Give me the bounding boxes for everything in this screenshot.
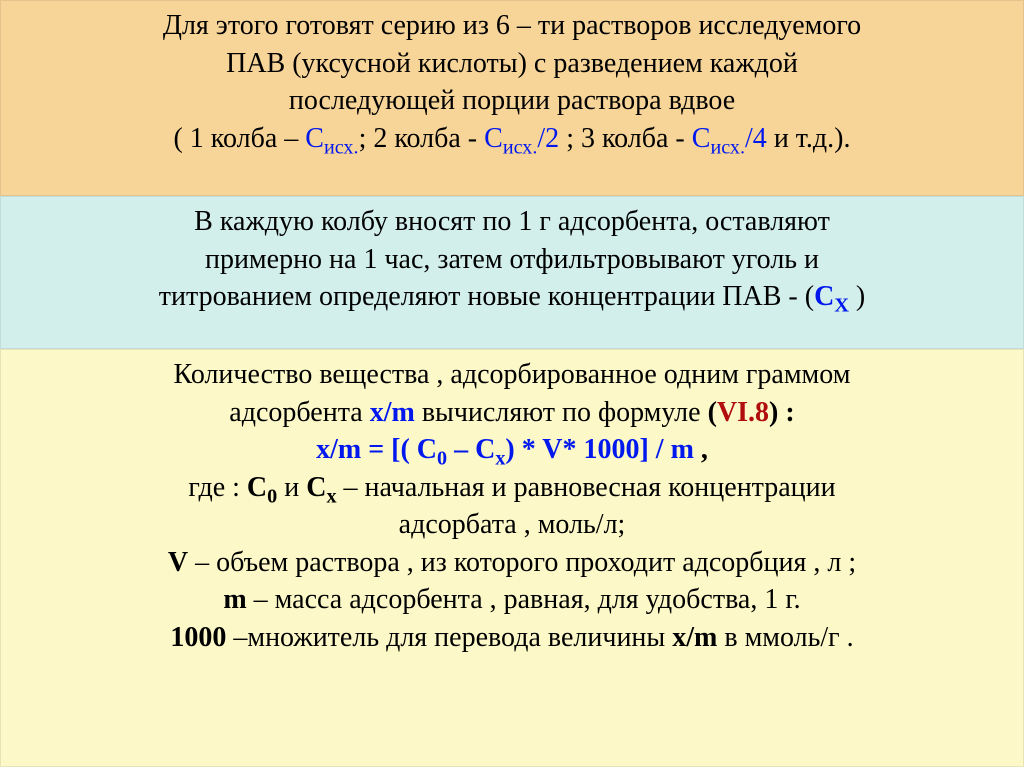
sub: 0 (267, 485, 277, 507)
sym: С (484, 123, 503, 154)
text: адсорбента (229, 397, 369, 428)
text: ; 2 колба - (359, 123, 485, 154)
sub: исх. (710, 136, 745, 158)
c0-symbol: C0 (247, 472, 277, 503)
v-symbol: V (168, 547, 188, 578)
text: ; 3 колба - (559, 123, 692, 154)
sub: x (495, 448, 505, 470)
text: и (277, 472, 306, 503)
factor-line: 1000 –множитель для перевода величины x/… (19, 619, 1005, 657)
text-line-formula-ref: адсорбента x/m вычисляют по формуле (VI.… (19, 394, 1005, 432)
text-line: Количество вещества , адсорбированное од… (19, 356, 1005, 394)
text: – масса адсорбента , равная, для удобств… (247, 584, 801, 615)
sub: x (326, 485, 336, 507)
cx-symbol: СХ (814, 281, 849, 312)
sym: С (305, 123, 324, 154)
m-line: m – масса адсорбента , равная, для удобс… (19, 581, 1005, 619)
text: ( 1 колба – (173, 123, 305, 154)
tail: /2 (537, 123, 559, 154)
c-initial-1: Сисх. (305, 123, 358, 154)
text: –множитель для перевода величины (226, 622, 672, 653)
text: и т.д.). (767, 123, 851, 154)
text: ) (849, 281, 865, 312)
c-initial-3: Сисх./4 (692, 123, 767, 154)
text-line-cx: титрованием определяют новые концентраци… (19, 278, 1005, 316)
sub: исх. (503, 136, 538, 158)
sym: C (306, 472, 326, 503)
formula-line: x/m = [( C0 – Cx) * V* 1000] / m , (19, 431, 1005, 469)
text-line: адсорбата , моль/л; (19, 506, 1005, 544)
xm-symbol: x/m (370, 397, 415, 428)
f: x/m = [( C (316, 434, 437, 465)
text-line: примерно на 1 час, затем отфильтровывают… (19, 241, 1005, 279)
panel-preparation: Для этого готовят серию из 6 – ти раство… (0, 0, 1024, 196)
sub: исх. (324, 136, 359, 158)
text: где : (188, 472, 247, 503)
sym: С (692, 123, 711, 154)
text-line: ПАВ (уксусной кислоты) с разведением каж… (19, 45, 1005, 83)
m-symbol: m (223, 584, 246, 615)
where-line: где : C0 и Cx – начальная и равновесная … (19, 469, 1005, 507)
eq-num-open: ( (708, 397, 717, 428)
c-initial-2: Сисх./2 (484, 123, 559, 154)
text: – объем раствора , из которого проходит … (188, 547, 856, 578)
sub: Х (834, 295, 849, 317)
f: – C (447, 434, 495, 465)
sub: 0 (437, 448, 447, 470)
tail: /4 (745, 123, 767, 154)
text-line-flasks: ( 1 колба – Сисх.; 2 колба - Сисх./2 ; 3… (19, 120, 1005, 158)
text: в ммоль/г . (717, 622, 853, 653)
sym: С (814, 281, 834, 312)
eq-num-close: ) : (769, 397, 795, 428)
formula: x/m = [( C0 – Cx) * V* 1000] / m (316, 434, 701, 465)
f: ) * V* 1000] / m (505, 434, 700, 465)
sym: C (247, 472, 267, 503)
formula-tail: , (701, 434, 708, 465)
panel-procedure: В каждую колбу вносят по 1 г адсорбента,… (0, 196, 1024, 349)
text: вычисляют по формуле (415, 397, 708, 428)
text-line: В каждую колбу вносят по 1 г адсорбента,… (19, 203, 1005, 241)
text: титрованием определяют новые концентраци… (159, 281, 814, 312)
text-line: последующей порции раствора вдвое (19, 82, 1005, 120)
cx-symbol: Cx (306, 472, 336, 503)
factor-1000: 1000 (170, 622, 226, 653)
text-line: Для этого готовят серию из 6 – ти раство… (19, 7, 1005, 45)
text: – начальная и равновесная концентрации (337, 472, 836, 503)
panel-formula: Количество вещества , адсорбированное од… (0, 349, 1024, 767)
eq-number: VI.8 (717, 397, 769, 428)
xm-symbol: x/m (672, 622, 717, 653)
v-line: V – объем раствора , из которого проходи… (19, 544, 1005, 582)
